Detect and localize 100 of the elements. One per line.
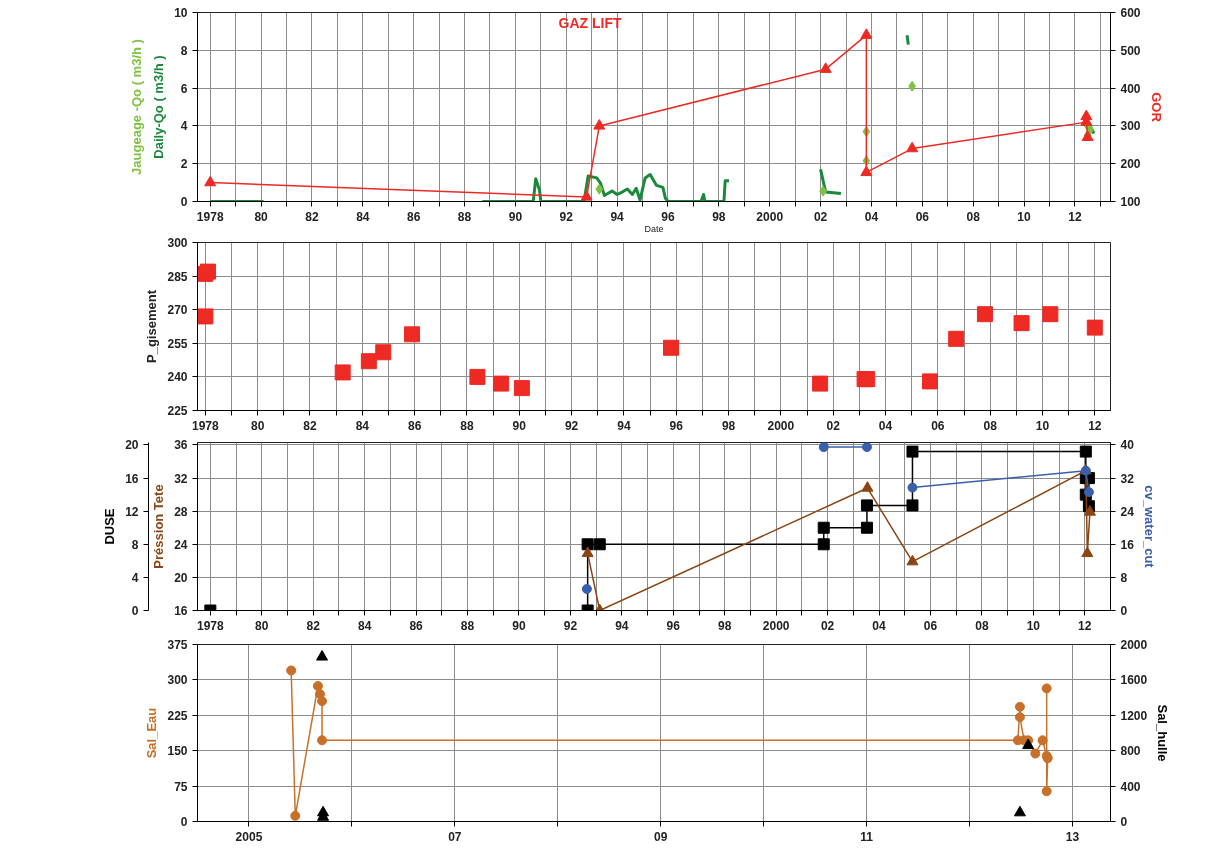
y2-tick-label: 16 bbox=[1120, 537, 1135, 552]
point bbox=[492, 375, 509, 392]
point bbox=[1083, 487, 1094, 498]
x-tick-label: 12 bbox=[1088, 418, 1102, 433]
point bbox=[580, 190, 593, 201]
x-tick-label: 08 bbox=[975, 618, 989, 633]
y-tick-label: 300 bbox=[167, 673, 188, 688]
x-tick-label: 98 bbox=[712, 209, 726, 224]
x-tick-label: 02 bbox=[813, 209, 828, 224]
y-tick-label: 300 bbox=[167, 236, 188, 250]
point bbox=[595, 183, 604, 195]
y-tick-label: 20 bbox=[174, 570, 188, 585]
point bbox=[197, 308, 214, 325]
point bbox=[861, 442, 872, 453]
y-tick-label: 75 bbox=[174, 779, 188, 794]
point bbox=[860, 165, 873, 177]
x-tick-label: 98 bbox=[718, 618, 732, 633]
y-tick-label: 16 bbox=[174, 604, 188, 618]
y-tick-label: 4 bbox=[180, 119, 188, 134]
x-tick-label: 2000 bbox=[762, 618, 790, 633]
y-tick-label: 240 bbox=[167, 370, 188, 385]
point bbox=[906, 445, 919, 458]
point bbox=[812, 375, 829, 392]
text: Préssion Tete bbox=[151, 484, 167, 569]
y3-tick-label: 20 bbox=[125, 438, 139, 453]
y2-tick-label: 400 bbox=[1120, 81, 1141, 96]
point bbox=[404, 326, 421, 343]
point bbox=[204, 175, 217, 187]
point bbox=[1081, 546, 1094, 558]
point bbox=[1030, 748, 1041, 759]
point bbox=[317, 696, 328, 707]
x-tick-label: 08 bbox=[983, 418, 998, 433]
x-tick-label: 2000 bbox=[756, 209, 784, 224]
x-tick-label: 11 bbox=[860, 829, 874, 844]
point bbox=[976, 306, 993, 323]
point bbox=[1041, 683, 1052, 694]
y3-tick-label: 8 bbox=[131, 537, 139, 552]
y2-tick-label: 1600 bbox=[1120, 673, 1148, 688]
y2-tick-label: 200 bbox=[1120, 157, 1141, 172]
x-tick-label: 2000 bbox=[767, 418, 795, 433]
y3-tick-label: 12 bbox=[125, 504, 139, 519]
y3-tick-label: 4 bbox=[131, 570, 139, 585]
x-tick-label: 12 bbox=[1078, 618, 1092, 633]
x-tick-label: 02 bbox=[820, 618, 835, 633]
x-tick-label: 86 bbox=[407, 209, 421, 224]
y3-tick-label: 16 bbox=[125, 471, 139, 486]
point bbox=[860, 521, 873, 534]
y2-tick-label: 2000 bbox=[1120, 638, 1148, 652]
point bbox=[316, 650, 329, 661]
text: Sal_Eau bbox=[144, 707, 160, 759]
point bbox=[581, 583, 592, 594]
x-tick-label: 80 bbox=[251, 418, 265, 433]
y2-tick-label: 40 bbox=[1120, 438, 1135, 453]
point bbox=[663, 339, 679, 356]
point bbox=[861, 481, 874, 492]
x-tick-label: 94 bbox=[610, 209, 625, 224]
x-tick-label: 88 bbox=[457, 209, 472, 224]
x-tick-label: 80 bbox=[254, 209, 269, 224]
y2-tick-label: 32 bbox=[1120, 471, 1135, 486]
x-tick-label: 2005 bbox=[235, 829, 263, 844]
y-axis-title: P_gisement bbox=[144, 289, 160, 363]
x-tick-label: 90 bbox=[508, 209, 523, 224]
y2-tick-label: 100 bbox=[1120, 195, 1141, 209]
point bbox=[593, 538, 606, 551]
x-tick-label: 07 bbox=[448, 829, 462, 844]
point bbox=[818, 442, 829, 453]
x-tick-label: 84 bbox=[355, 418, 370, 433]
y2-tick-label: 1200 bbox=[1120, 708, 1148, 723]
x-tick-label: 84 bbox=[358, 618, 372, 633]
x-tick-label: 06 bbox=[915, 209, 930, 224]
text: Jaugeage -Qo ( m3/h ) bbox=[128, 39, 144, 175]
x-tick-label: 12 bbox=[1068, 209, 1082, 224]
point bbox=[1037, 735, 1048, 746]
x-tick-label: 86 bbox=[409, 618, 424, 633]
x-tick-label: 96 bbox=[661, 209, 675, 224]
point bbox=[906, 499, 919, 512]
y-tick-label: 225 bbox=[167, 708, 188, 723]
x-tick-label: 82 bbox=[303, 418, 317, 433]
x-tick-label: 86 bbox=[407, 418, 422, 433]
x-tick-label: 04 bbox=[872, 618, 887, 633]
point bbox=[1013, 315, 1030, 332]
x-tick-label: 90 bbox=[512, 418, 527, 433]
y-tick-label: 285 bbox=[167, 269, 188, 284]
x-tick-label: 88 bbox=[460, 418, 474, 433]
x-tick-label: 10 bbox=[1017, 209, 1032, 224]
point bbox=[286, 665, 297, 676]
x-tick-label: 94 bbox=[615, 618, 629, 633]
point bbox=[907, 482, 918, 493]
y-tick-label: 28 bbox=[174, 504, 188, 519]
y-tick-label: 32 bbox=[174, 471, 188, 486]
x-tick-label: 02 bbox=[826, 418, 841, 433]
point bbox=[906, 141, 919, 153]
x-tick-label: 98 bbox=[721, 418, 736, 433]
x-axis-title: Date bbox=[644, 223, 664, 234]
y2-tick-label: 8 bbox=[1120, 570, 1128, 585]
point bbox=[860, 499, 873, 512]
y3-tick-label: 0 bbox=[131, 604, 139, 618]
point bbox=[1080, 109, 1093, 121]
point bbox=[1013, 805, 1026, 817]
text: DUSE bbox=[102, 508, 118, 545]
